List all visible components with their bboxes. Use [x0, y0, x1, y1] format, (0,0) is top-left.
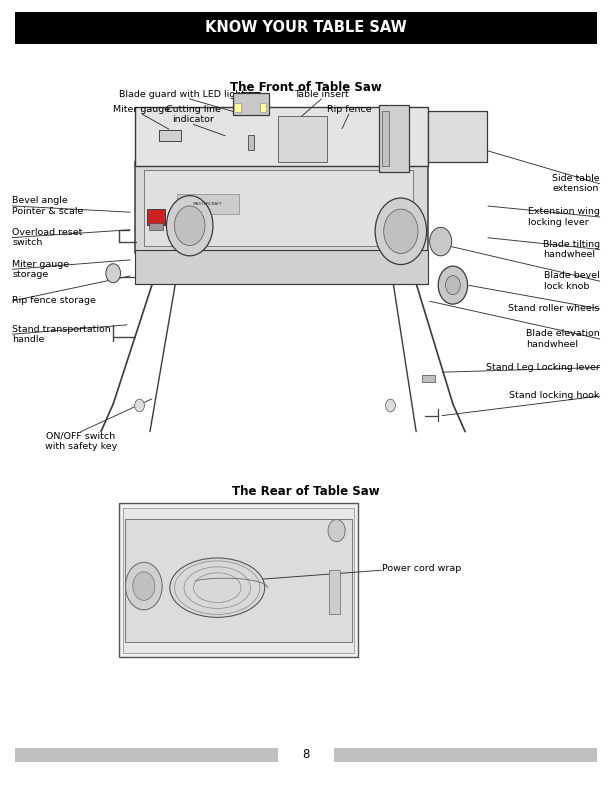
Bar	[15, 12, 597, 44]
Ellipse shape	[170, 558, 264, 618]
Circle shape	[166, 196, 213, 256]
Circle shape	[135, 399, 144, 412]
Text: Stand roller wheels: Stand roller wheels	[509, 304, 600, 314]
Text: Power cord wrap: Power cord wrap	[382, 564, 461, 573]
Text: Blade elevation
handwheel: Blade elevation handwheel	[526, 329, 600, 348]
Circle shape	[384, 209, 418, 253]
Circle shape	[446, 276, 460, 295]
Bar	[382, 111, 389, 166]
Text: The Rear of Table Saw: The Rear of Table Saw	[232, 485, 380, 497]
Bar	[135, 162, 428, 253]
Text: 8: 8	[302, 748, 310, 761]
Text: MASTERCRAFT: MASTERCRAFT	[193, 202, 223, 206]
Circle shape	[125, 562, 162, 610]
Bar	[135, 107, 428, 166]
Text: Cutting line
indicator: Cutting line indicator	[166, 105, 221, 124]
Bar	[248, 135, 254, 150]
Text: Side table
extension: Side table extension	[552, 174, 600, 193]
Bar	[149, 223, 163, 230]
Text: Miter gauge: Miter gauge	[113, 105, 171, 114]
Circle shape	[133, 572, 155, 600]
Text: Stand transportation
handle: Stand transportation handle	[12, 325, 111, 344]
Text: The Front of Table Saw: The Front of Table Saw	[230, 81, 382, 93]
Text: Bevel angle
Pointer & scale: Bevel angle Pointer & scale	[12, 196, 84, 215]
Text: Stand Leg Locking lever: Stand Leg Locking lever	[486, 363, 600, 372]
Text: KNOW YOUR TABLE SAW: KNOW YOUR TABLE SAW	[205, 21, 407, 35]
Text: Overload reset
switch: Overload reset switch	[12, 228, 83, 247]
Circle shape	[328, 520, 345, 542]
Bar	[260, 103, 266, 112]
Bar	[135, 250, 428, 284]
Bar	[15, 748, 278, 762]
Text: ON/OFF switch
with safety key: ON/OFF switch with safety key	[45, 432, 117, 451]
Circle shape	[174, 206, 205, 246]
Bar	[177, 194, 239, 214]
Text: Stand locking hook: Stand locking hook	[509, 391, 600, 401]
Circle shape	[430, 227, 452, 256]
Text: Rip fence: Rip fence	[327, 105, 371, 114]
Bar	[123, 508, 354, 653]
Text: Miter gauge
storage: Miter gauge storage	[12, 260, 69, 279]
Text: Blade tilting
handwheel: Blade tilting handwheel	[543, 240, 600, 259]
Bar	[329, 570, 340, 614]
Bar	[278, 116, 327, 162]
Bar	[422, 375, 435, 382]
Bar	[334, 748, 597, 762]
Bar	[379, 105, 409, 172]
Circle shape	[375, 198, 427, 265]
Bar	[428, 111, 487, 162]
Circle shape	[438, 266, 468, 304]
Text: Table insert: Table insert	[294, 90, 349, 99]
Bar	[147, 209, 165, 225]
Circle shape	[386, 399, 395, 412]
Text: Extension wing
locking lever: Extension wing locking lever	[528, 208, 600, 227]
Text: Rip fence storage: Rip fence storage	[12, 296, 96, 306]
Bar	[233, 93, 269, 115]
Circle shape	[106, 264, 121, 283]
Text: Blade guard with LED lighting: Blade guard with LED lighting	[119, 90, 260, 99]
Bar	[119, 503, 358, 657]
Text: Blade bevel
lock knob: Blade bevel lock knob	[544, 272, 600, 291]
Bar	[234, 103, 241, 112]
Bar	[144, 170, 413, 246]
Bar	[159, 130, 181, 141]
Bar	[125, 519, 352, 642]
